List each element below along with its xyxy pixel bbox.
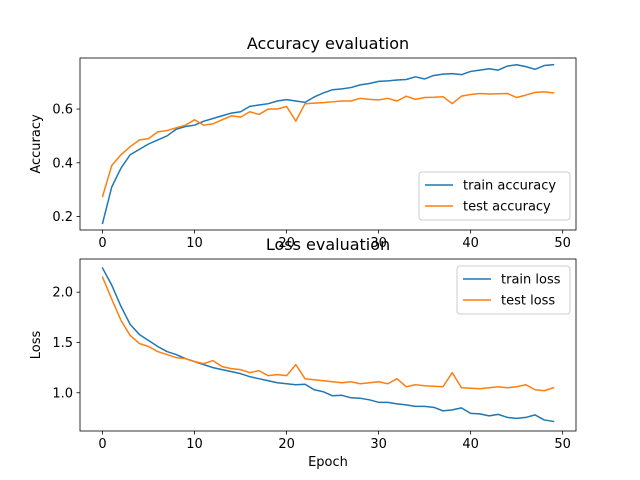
accuracy-legend-label: train accuracy — [463, 179, 556, 194]
accuracy-legend: train accuracy test accuracy — [418, 171, 571, 221]
loss-series-train-loss — [101, 267, 555, 423]
accuracy-chart: 0 10 20 30 40 50 0.2 0.4 0.6 Accuracy evaluation A… — [29, 34, 577, 251]
accuracy-legend-label: test accuracy — [463, 200, 551, 215]
accuracy-y-tick-label: 0.2 — [52, 210, 73, 225]
accuracy-y-tick-label: 0.4 — [52, 156, 73, 171]
loss-chart: 0 10 20 30 40 50 1.0 1.5 2.0 Loss evaluation Loss E… — [29, 235, 577, 470]
accuracy-legend-box — [418, 171, 571, 221]
loss-x-tick-label: 20 — [278, 437, 295, 452]
loss-y-tick-label: 1.5 — [52, 336, 73, 351]
accuracy-y-tick-label: 0.6 — [52, 103, 73, 118]
loss-chart-title: Loss evaluation — [266, 235, 390, 254]
loss-x-tick-label: 50 — [554, 437, 571, 452]
loss-legend-label: test loss — [501, 294, 555, 309]
loss-y-axis-label: Loss — [29, 331, 44, 360]
accuracy-chart-title: Accuracy evaluation — [247, 34, 409, 53]
accuracy-x-tick-label: 30 — [370, 236, 387, 251]
loss-legend-label: train loss — [501, 273, 561, 288]
loss-x-tick-label: 40 — [462, 437, 479, 452]
accuracy-x-tick-label: 0 — [98, 236, 106, 251]
loss-series-test-loss — [101, 276, 555, 392]
loss-x-tick-label: 10 — [186, 437, 203, 452]
loss-x-axis-label: Epoch — [308, 455, 348, 470]
loss-x-tick-label: 0 — [98, 437, 106, 452]
loss-axes-frame — [79, 258, 577, 432]
loss-x-tick-label: 30 — [370, 437, 387, 452]
accuracy-x-tick-label: 20 — [278, 236, 295, 251]
loss-legend-box — [456, 265, 571, 315]
accuracy-y-axis-label: Accuracy — [29, 114, 44, 174]
loss-legend: train loss test loss — [456, 265, 571, 315]
loss-y-tick-label: 1.0 — [52, 386, 73, 401]
accuracy-x-tick-label: 10 — [186, 236, 203, 251]
accuracy-axes-frame — [79, 57, 577, 231]
accuracy-series-test-accuracy — [101, 91, 555, 198]
accuracy-x-tick-label: 50 — [554, 236, 571, 251]
accuracy-x-tick-label: 40 — [462, 236, 479, 251]
loss-y-tick-label: 2.0 — [52, 286, 73, 301]
accuracy-series-train-accuracy — [101, 63, 555, 225]
